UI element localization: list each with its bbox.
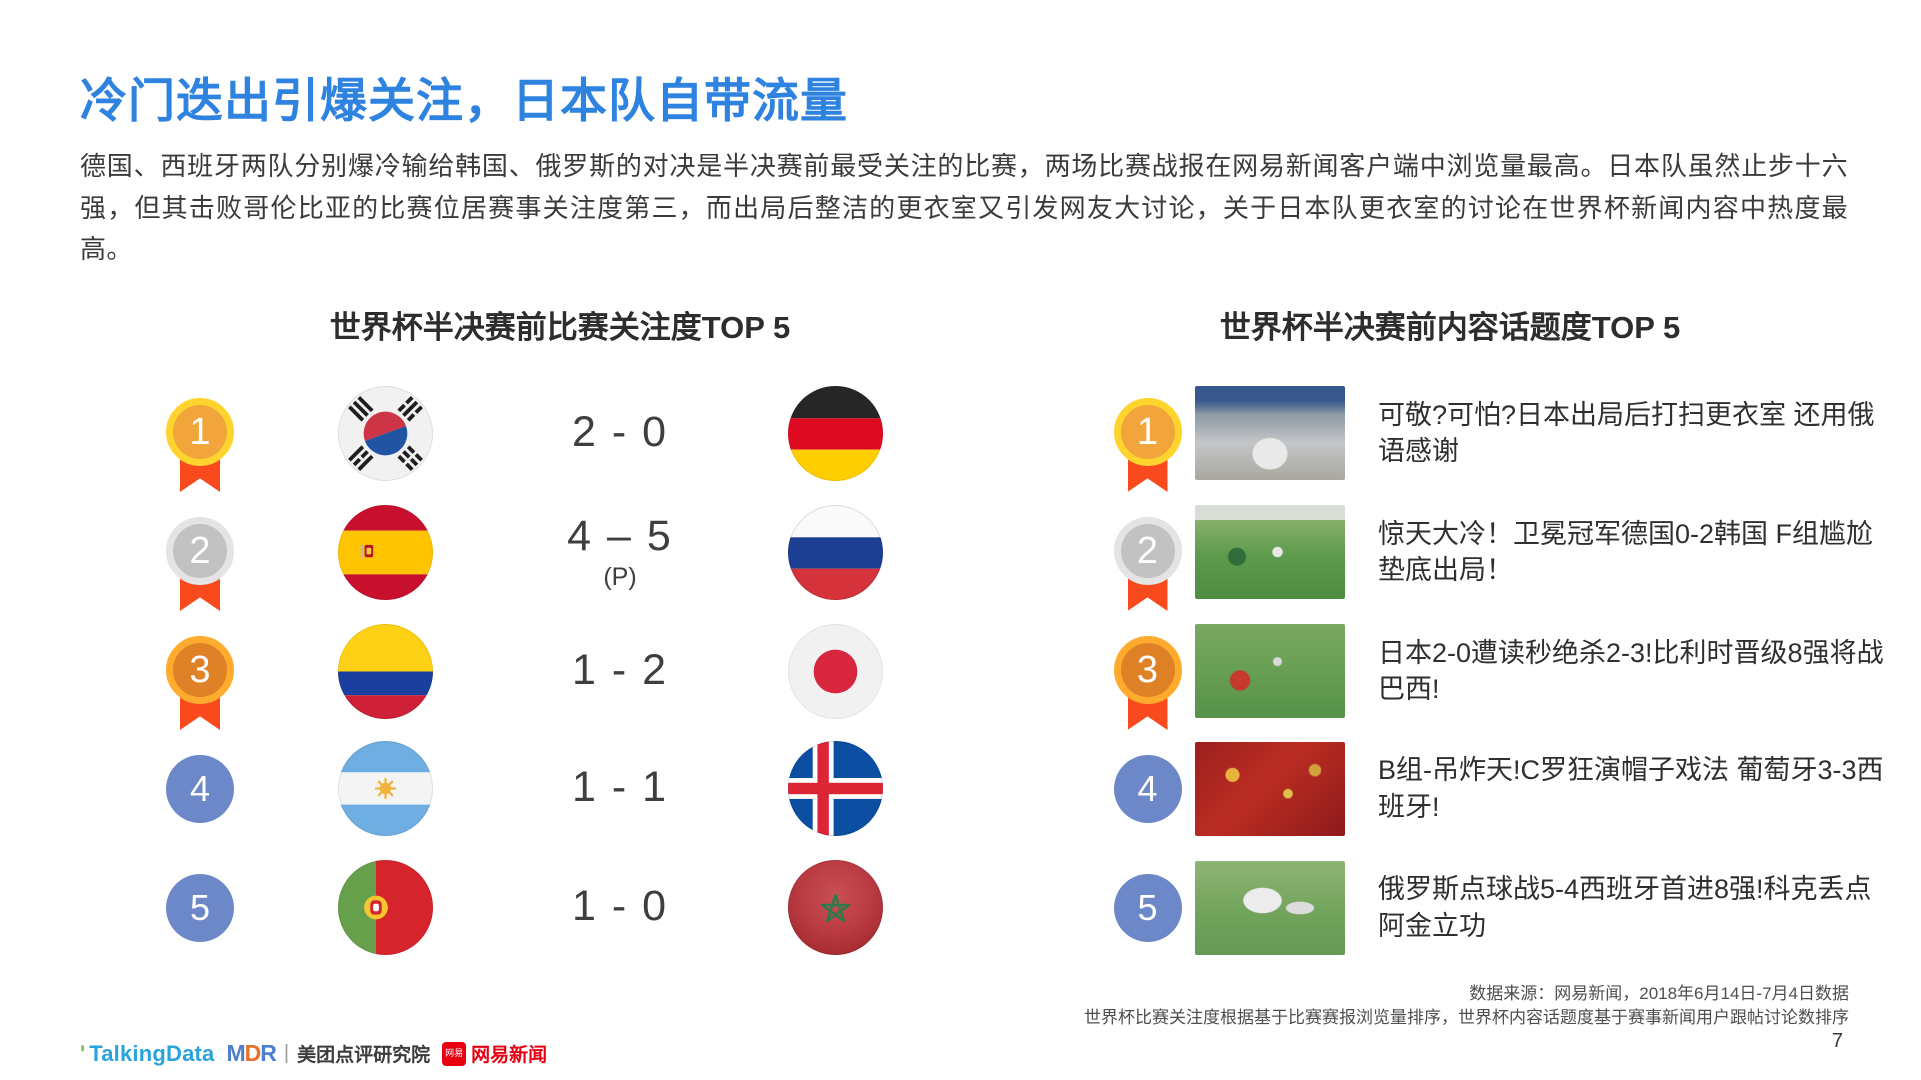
thumbnail-russia-spain-penalty (1195, 860, 1345, 955)
topic-headline: 惊天大冷！卫冕冠军德国0-2韩国 F组尴尬垫底出局！ (1378, 518, 1874, 585)
flag-portugal-icon (337, 860, 433, 955)
footer-logos: ' TalkingData MDR | 美团点评研究院 网易 网易新闻 (80, 1040, 547, 1067)
flag-colombia-icon (337, 623, 433, 719)
thumbnail-germany-korea-match (1195, 505, 1345, 599)
rank-number: 3 (189, 648, 211, 691)
match-score: 4 – 5 (P) (567, 512, 673, 591)
match-row: 2 4 – 5 (135, 491, 935, 613)
match-ranking-heading: 世界杯半决赛前比赛关注度TOP 5 (329, 310, 791, 345)
logo-separator: | (283, 1042, 290, 1064)
topic-row: 1 可敬?可怕?日本出局后打扫更衣室 还用俄语感谢 (1100, 372, 1890, 494)
topic-ranking-list: 1 可敬?可怕?日本出局后打扫更衣室 还用俄语感谢 2 惊天大冷！卫冕冠军德国0… (1100, 372, 1890, 967)
match-score: 1 - 0 (571, 882, 669, 930)
match-ranking-list: 1 (135, 372, 935, 967)
source-line-1: 数据来源：网易新闻，2018年6月14日-7月4日数据 (1469, 984, 1849, 1003)
match-row: 5 1 - 0 (135, 848, 935, 967)
thumbnail-portugal-spain-fans (1195, 741, 1345, 836)
topic-headline: 日本2-0遭读秒绝杀2-3!比利时晋级8强将战巴西! (1378, 637, 1884, 704)
rank-number: 3 (1136, 648, 1159, 691)
rank-number: 5 (189, 886, 211, 928)
thumbnail-japan-locker-room (1195, 386, 1345, 480)
gold-medal-icon: 1 (166, 398, 234, 494)
match-score: 1 - 1 (571, 763, 669, 811)
match-row: 1 (135, 372, 935, 494)
match-row: 4 1 - 1 (135, 729, 935, 848)
mdr-logo: MDR (226, 1040, 277, 1066)
topic-row: 3 日本2-0遭读秒绝杀2-3!比利时晋级8强将战巴西! (1100, 610, 1890, 732)
flag-spain-icon (337, 504, 433, 600)
bronze-medal-icon: 3 (166, 636, 234, 732)
page-number: 7 (1831, 1030, 1843, 1052)
flag-argentina-icon (337, 741, 433, 836)
topic-headline: 可敬?可怕?日本出局后打扫更衣室 还用俄语感谢 (1378, 399, 1875, 466)
flag-russia-icon (787, 504, 883, 600)
rank-number: 5 (1137, 886, 1158, 928)
flag-iceland-icon (787, 741, 883, 836)
match-score: 1 - 2 (571, 645, 669, 694)
page-title: 冷门迭出引爆关注，日本队自带流量 (80, 74, 848, 127)
rank-circle: 4 (166, 754, 234, 823)
rank-circle: 5 (1113, 873, 1182, 942)
data-source-note: 数据来源：网易新闻，2018年6月14日-7月4日数据 世界杯比赛关注度根据基于… (1084, 982, 1849, 1030)
netease-news-logo: 网易 网易新闻 (442, 1040, 547, 1067)
penalty-note: (P) (603, 563, 637, 591)
silver-medal-icon: 2 (1113, 517, 1182, 613)
rank-number: 2 (1136, 529, 1159, 572)
topic-ranking-heading: 世界杯半决赛前内容话题度TOP 5 (1219, 310, 1681, 345)
thumbnail-japan-belgium-match (1195, 624, 1345, 718)
rank-circle: 4 (1113, 754, 1182, 823)
match-row: 3 1 - 2 (135, 610, 935, 732)
flag-japan-icon (787, 623, 883, 719)
silver-medal-icon: 2 (166, 517, 234, 613)
talkingdata-logo-mark-icon: ' (80, 1040, 86, 1066)
rank-number: 4 (189, 767, 211, 809)
bronze-medal-icon: 3 (1113, 636, 1182, 732)
topic-row: 5 俄罗斯点球战5-4西班牙首进8强!科克丢点阿金立功 (1100, 848, 1890, 967)
intro-paragraph: 德国、西班牙两队分别爆冷输给韩国、俄罗斯的对决是半决赛前最受关注的比赛，两场比赛… (80, 151, 1848, 265)
talkingdata-logo: TalkingData (89, 1040, 215, 1066)
flag-morocco-icon (787, 860, 883, 955)
topic-row: 4 B组-吊炸天!C罗狂演帽子戏法 葡萄牙3-3西班牙! (1100, 729, 1890, 848)
topic-headline: B组-吊炸天!C罗狂演帽子戏法 葡萄牙3-3西班牙! (1378, 755, 1884, 822)
flag-germany-icon (787, 385, 883, 481)
flag-south-korea-icon (337, 385, 433, 481)
rank-number: 4 (1137, 767, 1158, 809)
match-score: 2 - 0 (571, 407, 669, 456)
meituan-dianping-institute-logo: 美团点评研究院 (297, 1045, 431, 1066)
rank-number: 1 (1136, 410, 1159, 453)
rank-number: 1 (189, 410, 211, 453)
rank-circle: 5 (166, 873, 234, 942)
topic-headline: 俄罗斯点球战5-4西班牙首进8强!科克丢点阿金立功 (1378, 874, 1872, 941)
netease-badge-icon: 网易 (442, 1041, 467, 1066)
topic-row: 2 惊天大冷！卫冕冠军德国0-2韩国 F组尴尬垫底出局！ (1100, 491, 1890, 613)
rank-number: 2 (189, 529, 211, 572)
gold-medal-icon: 1 (1113, 398, 1182, 494)
source-line-2: 世界杯比赛关注度根据基于比赛赛报浏览量排序，世界杯内容话题度基于赛事新闻用户跟帖… (1084, 1007, 1849, 1027)
